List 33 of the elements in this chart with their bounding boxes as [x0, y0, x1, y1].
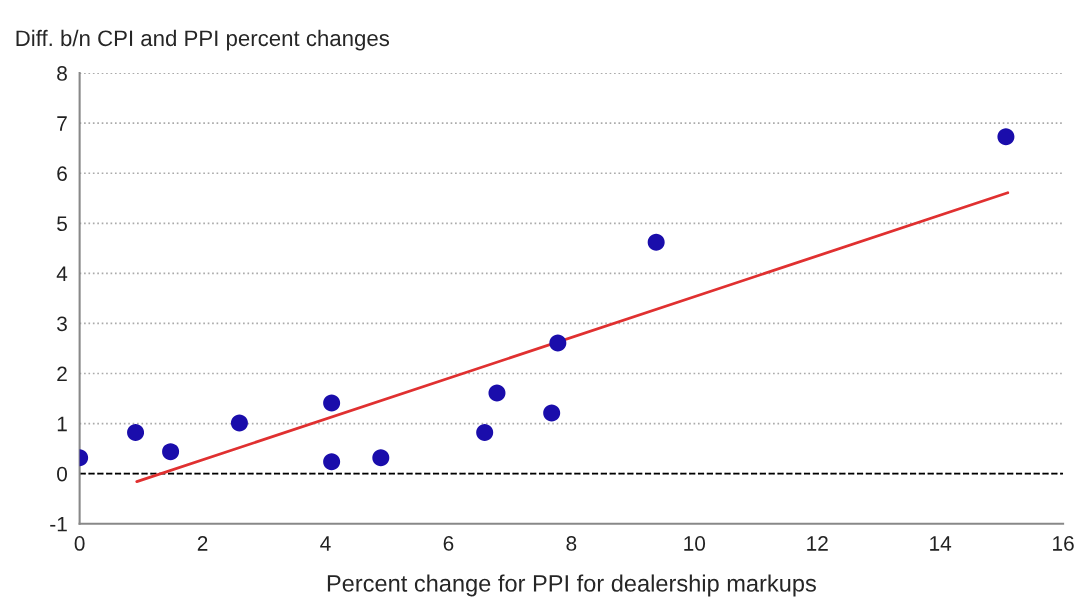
x-tick-label: 14 — [930, 536, 952, 551]
point — [323, 394, 341, 412]
point — [647, 233, 665, 251]
y-tick-label: 2 — [57, 366, 67, 382]
x-tick-label: 12 — [807, 536, 828, 551]
y-tick-label: 3 — [57, 316, 67, 332]
x-tick-label: 6 — [443, 536, 454, 551]
point — [127, 424, 145, 442]
y-tick-label: -1 — [50, 516, 67, 532]
point — [162, 443, 180, 461]
point — [488, 384, 506, 402]
y-tick-label: 8 — [57, 66, 67, 81]
y-tick-label: 1 — [57, 416, 67, 432]
y-tick-label: 7 — [57, 116, 67, 131]
x-axis-title: Percent change for PPI for dealership markups — [327, 574, 816, 597]
x-tick-label: 2 — [197, 536, 208, 551]
point — [372, 449, 390, 467]
point — [476, 424, 494, 442]
x-tick-label: 0 — [74, 536, 85, 551]
point — [549, 334, 567, 352]
point — [230, 414, 248, 432]
y-tick-label: 5 — [57, 216, 67, 232]
y-tick-label: 6 — [57, 166, 67, 181]
point — [323, 453, 341, 471]
y-axis-title: Diff. b/n CPI and PPI percent changes — [16, 29, 390, 51]
x-tick-label: 16 — [1053, 536, 1074, 551]
x-tick-label: 4 — [320, 536, 331, 551]
point — [543, 404, 561, 422]
y-tick-label: 4 — [56, 266, 68, 281]
x-tick-label: 10 — [684, 536, 706, 551]
point — [997, 128, 1015, 146]
y-tick-label: 0 — [57, 466, 67, 482]
x-tick-label: 8 — [566, 536, 577, 551]
